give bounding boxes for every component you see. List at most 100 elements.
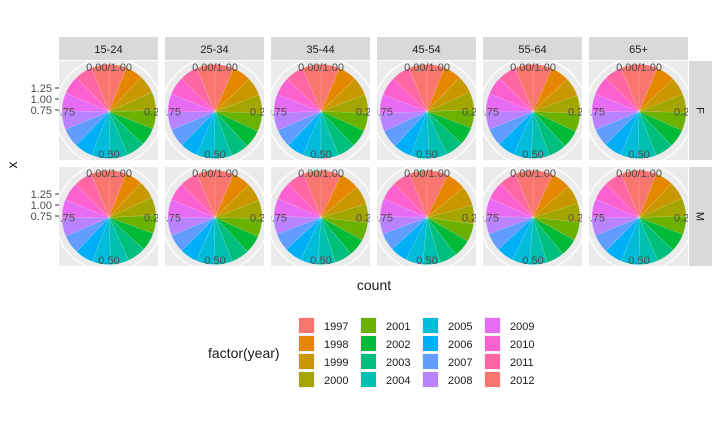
pie-slice-2008 bbox=[486, 216, 533, 234]
slice-border bbox=[181, 217, 216, 251]
slice-border bbox=[108, 111, 144, 145]
angle-label-right: 0.25 bbox=[568, 213, 589, 225]
pie-slice-2012 bbox=[196, 170, 215, 218]
pie-slice-2007 bbox=[489, 111, 533, 145]
pie-slice-2009 bbox=[274, 198, 321, 218]
pie-slice-2005 bbox=[410, 111, 430, 159]
angle-label-top: 0.00/1.00 bbox=[298, 62, 344, 74]
slice-border bbox=[214, 111, 248, 147]
slice-border bbox=[638, 111, 683, 131]
pie-slice-1997 bbox=[321, 170, 342, 218]
slice-border bbox=[426, 217, 457, 255]
legend-swatch-2005 bbox=[423, 318, 438, 333]
slice-border bbox=[108, 182, 142, 218]
pie-slice-2004 bbox=[320, 111, 339, 159]
pie-slice-2001 bbox=[533, 111, 580, 132]
angle-label-left: 0.75 bbox=[266, 107, 287, 119]
slice-border bbox=[498, 217, 534, 250]
pie-slice-2005 bbox=[196, 217, 215, 265]
slice-border bbox=[214, 217, 262, 219]
legend-title: factor(year) bbox=[208, 345, 280, 361]
angle-label-top: 0.00/1.00 bbox=[510, 62, 556, 74]
angle-label-bottom: 0.50 bbox=[98, 149, 119, 161]
pie-slice-2004 bbox=[638, 111, 657, 159]
pie-slice-1999 bbox=[427, 187, 473, 218]
pie-slice-1999 bbox=[215, 79, 260, 112]
angle-label-bottom: 0.50 bbox=[522, 149, 543, 161]
legend-label: 2000 bbox=[324, 375, 348, 387]
angle-label-right: 0.25 bbox=[356, 213, 377, 225]
pie-slice-2000 bbox=[639, 198, 686, 218]
slice-border bbox=[422, 217, 428, 265]
legend-label: 1997 bbox=[324, 321, 348, 333]
pie-slice-2006 bbox=[395, 111, 427, 156]
pie-slice-2003 bbox=[215, 217, 248, 262]
pie-slice-2000 bbox=[533, 203, 580, 223]
pie-slice-2007 bbox=[384, 111, 427, 147]
pie-slice-2010 bbox=[171, 78, 215, 112]
angle-label-top: 0.00/1.00 bbox=[86, 168, 132, 180]
pie-slice-2010 bbox=[277, 183, 321, 218]
pie-slice-2012 bbox=[196, 64, 215, 112]
angle-label-top: 0.00/1.00 bbox=[192, 168, 238, 180]
pie-slice-2006 bbox=[286, 217, 321, 260]
angle-label-left: 0.75 bbox=[160, 213, 181, 225]
pie-slice-2011 bbox=[606, 173, 639, 218]
slice-border bbox=[426, 111, 462, 144]
slice-border bbox=[90, 173, 110, 218]
pie-slice-2006 bbox=[288, 111, 321, 156]
slice-border bbox=[529, 217, 534, 265]
angle-label-right: 0.25 bbox=[674, 213, 695, 225]
pie-slice-1998 bbox=[109, 67, 142, 112]
pie-slice-1998 bbox=[533, 68, 568, 112]
panel-35-44-F: 0.00/1.00 0.50 0.25 0.75 bbox=[266, 61, 370, 160]
slice-border bbox=[605, 78, 640, 112]
pie-slice-2007 bbox=[595, 217, 639, 251]
pie-slice-2002 bbox=[533, 111, 576, 147]
slice-border bbox=[488, 217, 534, 235]
pie-slice-2004 bbox=[531, 111, 550, 159]
slice-border bbox=[426, 217, 441, 263]
pie-slice-2005 bbox=[300, 217, 321, 265]
pie-slice-2000 bbox=[321, 94, 368, 113]
slice-border bbox=[638, 217, 658, 261]
slice-border bbox=[620, 67, 640, 112]
slice-border bbox=[108, 217, 144, 250]
slice-border bbox=[426, 91, 470, 112]
pie-slice-2010 bbox=[277, 78, 321, 112]
panel-15-24-M: 0.00/1.00 0.50 0.25 0.75 bbox=[59, 167, 158, 266]
pie-slice-2007 bbox=[65, 111, 109, 145]
pie-slice-1997 bbox=[427, 64, 445, 112]
panel-25-34-M: 0.00/1.00 0.50 0.25 0.75 bbox=[160, 167, 264, 266]
pie-slice-1999 bbox=[215, 184, 259, 218]
slice-border bbox=[426, 204, 473, 218]
slice-border bbox=[287, 111, 322, 146]
pie-slice-1997 bbox=[215, 170, 234, 218]
pie-slice-2012 bbox=[514, 64, 533, 112]
slice-border bbox=[391, 217, 428, 250]
strip-label: 35-44 bbox=[306, 44, 334, 56]
pie-slice-1998 bbox=[639, 173, 672, 218]
pie-slice-2000 bbox=[639, 94, 686, 113]
legend-label: 2010 bbox=[510, 339, 534, 351]
slice-border bbox=[303, 111, 322, 156]
slice-border bbox=[108, 173, 127, 218]
slice-border bbox=[532, 79, 568, 112]
slice-border bbox=[320, 217, 368, 224]
pie-slice-2007 bbox=[382, 217, 427, 250]
panel-content: 0.00/1.00 0.50 0.25 0.75 bbox=[266, 61, 370, 160]
pie-slice-2006 bbox=[605, 217, 639, 262]
slice-border bbox=[213, 111, 216, 159]
pie-slice-2006 bbox=[76, 111, 109, 156]
pie-slice-2001 bbox=[639, 111, 686, 131]
slice-border bbox=[300, 217, 322, 261]
slice-border bbox=[274, 111, 322, 113]
slice-border bbox=[108, 111, 153, 130]
panel-content: 0.00/1.00 0.50 0.25 0.75 bbox=[59, 167, 158, 266]
slice-border bbox=[320, 111, 354, 146]
pie-slice-2000 bbox=[533, 95, 580, 114]
slice-border bbox=[108, 217, 112, 265]
slice-border bbox=[320, 94, 365, 112]
slice-border bbox=[638, 111, 657, 156]
